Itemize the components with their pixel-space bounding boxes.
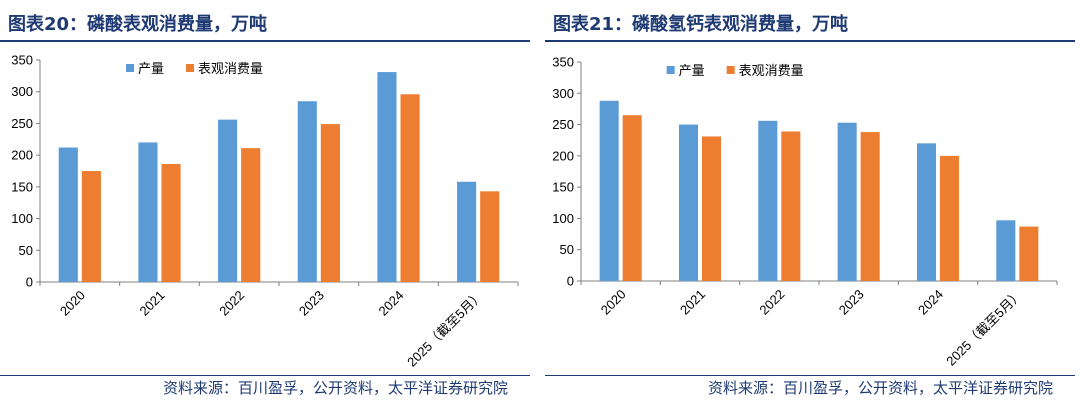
x-tick-label: 2022 <box>756 287 787 318</box>
y-tick-label: 250 <box>11 116 33 131</box>
legend-label: 表观消费量 <box>198 62 263 77</box>
y-tick-label: 350 <box>552 55 574 70</box>
x-tick-label: 2024 <box>915 287 946 318</box>
x-tick-label: 2021 <box>677 287 708 318</box>
bar-production <box>837 122 857 282</box>
x-tick-label: 2023 <box>836 287 867 318</box>
bar-production <box>218 119 238 282</box>
bar-consumption <box>860 132 880 281</box>
chart-title: 图表20：磷酸表观消费量，万吨 <box>8 14 268 35</box>
source-divider <box>0 375 530 376</box>
x-tick-label: 2021 <box>137 288 168 319</box>
x-tick-label: 2025（截至5月） <box>943 287 1025 369</box>
chart-title: 图表21：磷酸氢钙表观消费量，万吨 <box>553 14 849 35</box>
bar-production <box>377 72 397 283</box>
chart-panel-dicalcium-phosphate: 图表21：磷酸氢钙表观消费量，万吨 0 50 100 150 200 250 300 350 2… <box>545 0 1075 402</box>
bar-production <box>457 181 477 282</box>
source-note: 资料来源：百川盈孚，公开资料，太平洋证券研究院 <box>162 379 508 397</box>
x-tick-label: 2020 <box>57 288 88 319</box>
bar-chart-dicalcium-phosphate: 0 50 100 150 200 250 300 350 2020 2021 2022 2023 202… <box>552 55 1058 369</box>
y-tick-label: 50 <box>19 243 33 258</box>
y-tick-label: 300 <box>11 84 33 99</box>
legend-swatch <box>126 64 135 72</box>
x-tick-label: 2024 <box>376 288 407 319</box>
y-tick-label: 300 <box>552 86 574 101</box>
x-tick-label: 2025（截至5月） <box>404 288 486 370</box>
y-tick-label: 50 <box>560 242 574 257</box>
bar-consumption <box>622 115 642 281</box>
y-tick-label: 350 <box>11 53 33 68</box>
legend-swatch <box>666 66 675 74</box>
x-tick-label: 2023 <box>296 288 327 319</box>
bar-consumption <box>939 155 960 281</box>
y-tick-label: 0 <box>26 275 33 290</box>
y-tick-label: 150 <box>11 179 33 194</box>
x-tick-label: 2020 <box>598 287 629 318</box>
legend-label: 产量 <box>679 64 705 79</box>
bar-chart-phosphoric-acid: 0 50 100 150 200 250 300 350 2020 2021 2022 2023 202… <box>11 53 519 370</box>
y-tick-label: 200 <box>552 148 574 163</box>
bar-consumption <box>161 164 181 282</box>
bar-consumption <box>241 148 261 282</box>
chart-panel-phosphoric-acid: 图表20：磷酸表观消费量，万吨 0 50 100 150 200 250 300 350 202… <box>0 0 530 402</box>
bar-consumption <box>81 171 101 282</box>
title-bar: 图表21：磷酸氢钙表观消费量，万吨 <box>545 6 1075 42</box>
y-tick-label: 100 <box>11 211 33 226</box>
title-bar: 图表20：磷酸表观消费量，万吨 <box>0 6 530 42</box>
y-tick-label: 0 <box>567 274 574 289</box>
bar-production <box>916 143 937 281</box>
legend-swatch <box>186 64 195 72</box>
bar-consumption <box>701 136 722 281</box>
bar-production <box>678 124 699 281</box>
bar-production <box>758 120 778 282</box>
y-tick-label: 250 <box>552 117 574 132</box>
legend-swatch <box>726 66 735 74</box>
legend-label: 产量 <box>138 62 164 77</box>
bar-production <box>58 147 78 282</box>
bar-consumption <box>320 124 340 282</box>
bar-consumption <box>781 131 801 281</box>
bar-production <box>297 101 317 282</box>
bar-consumption <box>1019 226 1039 281</box>
y-tick-label: 100 <box>552 211 574 226</box>
bar-production <box>996 220 1016 281</box>
bar-consumption <box>400 94 420 282</box>
bar-consumption <box>480 191 500 282</box>
source-note: 资料来源：百川盈孚，公开资料，太平洋证券研究院 <box>707 379 1053 397</box>
y-tick-label: 200 <box>11 148 33 163</box>
y-tick-label: 150 <box>552 180 574 195</box>
bar-production <box>138 142 158 282</box>
legend-label: 表观消费量 <box>739 64 804 79</box>
x-tick-label: 2022 <box>216 288 247 319</box>
bar-production <box>599 100 619 281</box>
source-divider <box>545 375 1075 376</box>
